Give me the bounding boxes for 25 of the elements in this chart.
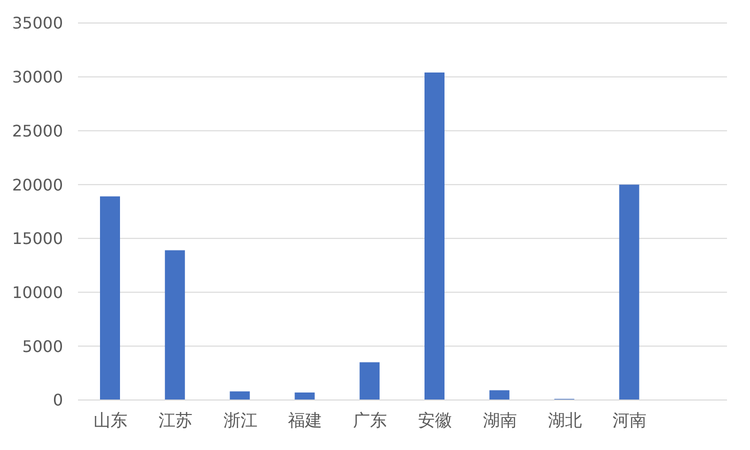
y-tick-label: 5000: [22, 336, 63, 356]
bar: [230, 391, 250, 400]
bar: [360, 362, 380, 400]
bar: [489, 390, 510, 400]
y-tick-label: 20000: [12, 175, 63, 194]
x-tick-label: 福建: [288, 411, 322, 432]
y-tick-label: 35000: [12, 14, 63, 33]
x-tick-label: 湖南: [482, 411, 517, 432]
bar: [100, 196, 120, 400]
x-tick-label: 山东: [93, 411, 128, 432]
x-tick-label: 湖北: [548, 411, 582, 432]
bar: [294, 392, 315, 400]
x-tick-label: 安徽: [418, 411, 452, 432]
x-tick-label: 浙江: [223, 411, 258, 432]
x-tick-label: 河南: [612, 411, 647, 432]
y-tick-label: 25000: [12, 121, 63, 140]
x-tick-label: 广东: [353, 411, 388, 432]
x-tick-label: 江苏: [158, 411, 192, 432]
bar: [424, 72, 444, 400]
bar: [164, 250, 185, 400]
bar: [619, 184, 640, 400]
y-tick-label: 15000: [12, 229, 63, 248]
y-tick-label: 30000: [12, 68, 63, 87]
y-tick-label: 0: [52, 390, 63, 410]
y-tick-label: 10000: [12, 282, 63, 302]
